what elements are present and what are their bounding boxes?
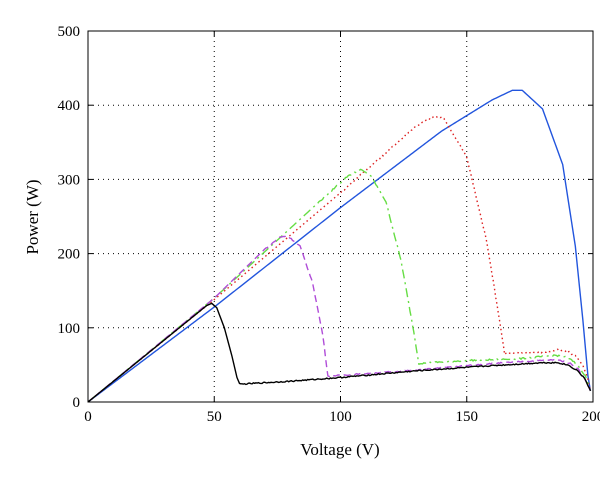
y-tick-label: 400 [58, 98, 81, 114]
series-line-4 [87, 235, 592, 403]
y-tick-label: 500 [58, 24, 81, 40]
x-tick-label: 0 [84, 409, 92, 425]
x-tick-labels: 0 50 100 150 200 [84, 409, 600, 425]
series-line-3 [87, 168, 592, 403]
x-tick-label: 100 [329, 409, 352, 425]
x-axis-label: Voltage (V) [300, 440, 379, 459]
x-tick-label: 50 [207, 409, 222, 425]
y-axis-label: Power (W) [23, 179, 42, 254]
x-tick-label: 200 [582, 409, 600, 425]
y-tick-label: 100 [58, 321, 81, 337]
data-series [87, 89, 592, 403]
series-line-5 [87, 302, 592, 403]
y-tick-label: 0 [73, 395, 81, 411]
y-tick-labels: 0 100 200 300 400 500 [58, 24, 81, 411]
x-tick-label: 150 [456, 409, 479, 425]
y-tick-label: 200 [58, 247, 81, 263]
y-tick-label: 300 [58, 172, 81, 188]
axis-ticks [87, 30, 594, 403]
grid-lines [88, 31, 593, 402]
series-line-1 [87, 89, 592, 403]
